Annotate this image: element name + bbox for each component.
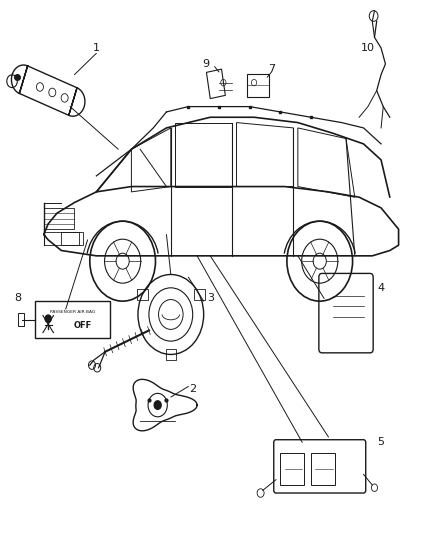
Text: OFF: OFF [74,321,92,329]
Text: 8: 8 [14,294,21,303]
Bar [247,74,269,97]
Circle shape [154,401,161,409]
Text: 3: 3 [207,294,214,303]
Text: 2: 2 [189,384,196,394]
Text: 4: 4 [378,283,385,293]
Bar [44,232,79,245]
Bar [166,349,176,360]
Text: 1: 1 [93,43,100,53]
Bar [280,453,304,485]
Bar [206,69,225,99]
Bar [61,232,83,245]
Text: 10: 10 [361,43,375,53]
Bar [18,313,24,326]
Bar [194,289,205,300]
Text: 5: 5 [378,438,385,447]
Text: 9: 9 [202,59,209,69]
Bar [44,208,74,229]
Circle shape [45,315,51,322]
Text: PASSENGER AIR BAG: PASSENGER AIR BAG [49,310,95,314]
Bar [311,453,335,485]
Bar [35,301,110,338]
Text: 7: 7 [268,64,275,74]
Bar [137,289,148,300]
